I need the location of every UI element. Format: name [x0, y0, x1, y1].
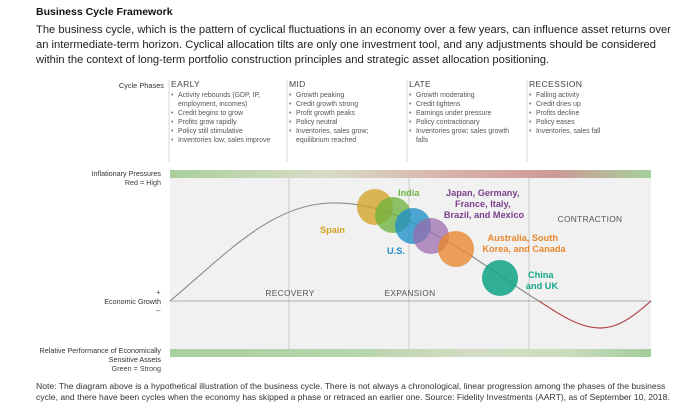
label-line: Japan, Germany,: [446, 188, 519, 198]
bullet: Policy contractionary: [409, 119, 521, 128]
bullet: Credit tightens: [409, 101, 521, 110]
label-line: Korea, and Canada: [482, 244, 566, 254]
bullet: Falling activity: [529, 92, 641, 101]
country-bubbles: [357, 189, 518, 296]
country-label-spain: Spain: [320, 225, 345, 235]
bullet: Activity rebounds (GDP, IP, employment, …: [171, 92, 283, 110]
page-title: Business Cycle Framework: [36, 6, 173, 18]
phase-bullets: Activity rebounds (GDP, IP, employment, …: [171, 92, 283, 145]
country-label-japan-group: Japan, Germany, France, Italy, Brazil, a…: [444, 188, 525, 220]
inflation-label-block: Inflationary Pressures Red = High: [40, 169, 161, 187]
region-label-expansion: EXPANSION: [385, 288, 436, 298]
cycle-curve-lower: [538, 300, 652, 329]
country-label-china-uk: China and UK: [526, 270, 559, 291]
growth-label: Economic Growth: [104, 297, 161, 306]
phase-early: EARLY Activity rebounds (GDP, IP, employ…: [171, 79, 283, 145]
bullet: Credit begins to grow: [171, 110, 283, 119]
bullet: Earnings under pressure: [409, 110, 521, 119]
region-dividers: [288, 178, 530, 349]
bullet: Inventories low; sales improve: [171, 137, 283, 146]
phase-name: EARLY: [171, 79, 201, 89]
label-line: China: [528, 270, 554, 280]
growth-minus-sign: –: [156, 306, 161, 315]
bullet: Credit dries up: [529, 101, 641, 110]
bullet: Profits grow rapidly: [171, 119, 283, 128]
country-label-australia-group: Australia, South Korea, and Canada: [482, 233, 566, 254]
phase-bullets: Falling activity Credit dries up Profits…: [529, 92, 641, 137]
bubble-china-uk: [482, 260, 518, 296]
bubble-australia-group: [438, 231, 474, 267]
bullet: Inventories, sales fall: [529, 128, 641, 137]
phase-bullets: Growth moderating Credit tightens Earnin…: [409, 92, 521, 145]
bullet: Growth moderating: [409, 92, 521, 101]
bullet: Inventories grow; sales growth falls: [409, 128, 521, 146]
footnote: Note: The diagram above is a hypothetica…: [36, 381, 670, 402]
country-label-us: U.S.: [387, 246, 405, 256]
bullet: Policy still stimulative: [171, 128, 283, 137]
label-line: Australia, South: [487, 233, 558, 243]
region-label-recovery: RECOVERY: [265, 288, 314, 298]
inflation-band: [170, 170, 651, 178]
phase-bullets: Growth peaking Credit growth strong Prof…: [289, 92, 401, 145]
label-line: and UK: [526, 281, 559, 291]
phase-mid: MID Growth peaking Credit growth strong …: [289, 79, 401, 145]
region-label-contraction: CONTRACTION: [558, 214, 623, 224]
cycle-phases-label: Cycle Phases: [118, 81, 164, 90]
bullet: Policy eases: [529, 119, 641, 128]
inflation-label: Inflationary Pressures: [91, 169, 161, 178]
bullet: Credit growth strong: [289, 101, 401, 110]
intro-paragraph: The business cycle, which is the pattern…: [36, 24, 671, 66]
label-line: Brazil, and Mexico: [444, 210, 525, 220]
relative-performance-label: Relative Performance of Economically Sen…: [39, 346, 161, 364]
phase-name: LATE: [409, 79, 432, 89]
phase-name: MID: [289, 79, 306, 89]
bullet: Growth peaking: [289, 92, 401, 101]
inflation-scale: Red = High: [124, 178, 161, 187]
country-label-india: India: [398, 188, 420, 198]
relative-performance-block: Relative Performance of Economically Sen…: [20, 346, 161, 373]
bullet: Inventories, sales grow; equilibrium rea…: [289, 128, 401, 146]
phase-late: LATE Growth moderating Credit tightens E…: [409, 79, 521, 145]
bullet: Profit growth peaks: [289, 110, 401, 119]
relative-performance-band: [170, 349, 651, 357]
phase-recession: RECESSION Falling activity Credit dries …: [529, 79, 641, 137]
bullet: Profits decline: [529, 110, 641, 119]
relative-performance-scale: Green = Strong: [111, 364, 161, 373]
phase-dividers: [168, 80, 528, 162]
phase-name: RECESSION: [529, 79, 583, 89]
label-line: France, Italy,: [455, 199, 511, 209]
bullet: Policy neutral: [289, 119, 401, 128]
growth-plus-sign: +: [156, 288, 161, 297]
country-labels: Spain India U.S. Japan, Germany, France,…: [320, 188, 567, 291]
